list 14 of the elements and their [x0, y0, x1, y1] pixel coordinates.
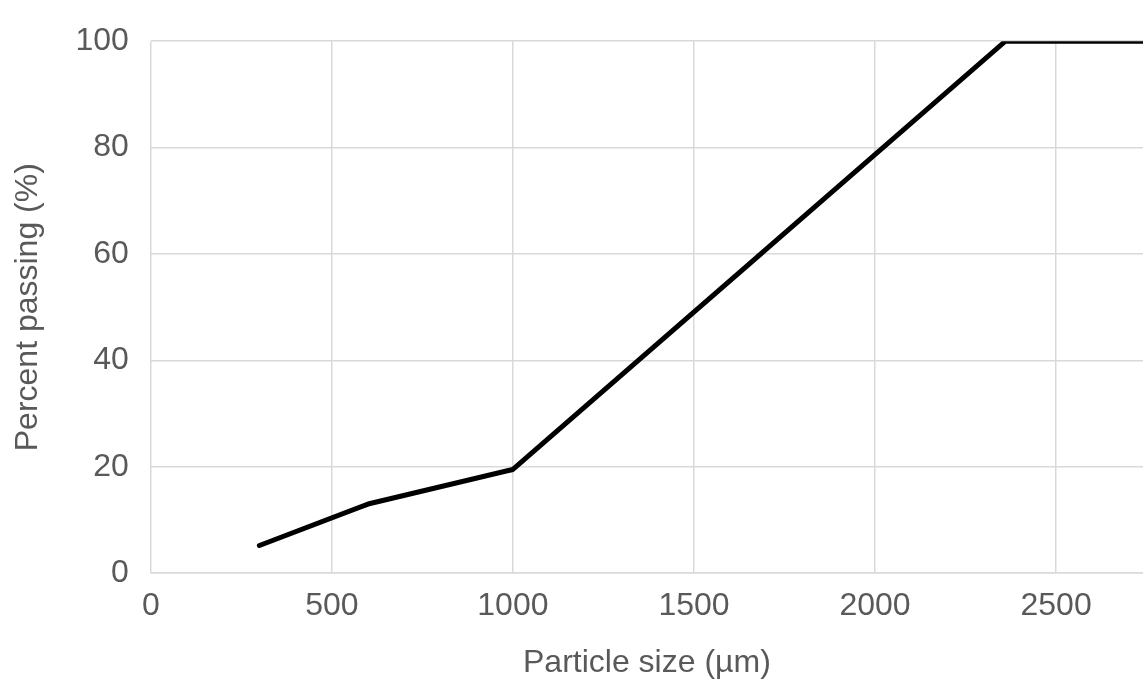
- x-tick-label: 2500: [1020, 586, 1092, 623]
- y-tick-label: 60: [93, 233, 129, 270]
- y-tick-label: 20: [93, 446, 129, 483]
- y-axis-title: Percent passing (%): [8, 163, 45, 452]
- y-tick-label: 40: [93, 340, 129, 377]
- x-tick-label: 500: [305, 586, 359, 623]
- y-tick-label: 0: [110, 553, 129, 590]
- x-tick-label: 0: [141, 586, 160, 623]
- x-axis-title: Particle size (µm): [523, 642, 771, 679]
- y-tick-label: 100: [75, 21, 129, 58]
- x-tick-label: 1000: [477, 586, 549, 623]
- x-tick-label: 2000: [839, 586, 911, 623]
- x-tick-label: 1500: [658, 586, 730, 623]
- y-tick-label: 80: [93, 127, 129, 164]
